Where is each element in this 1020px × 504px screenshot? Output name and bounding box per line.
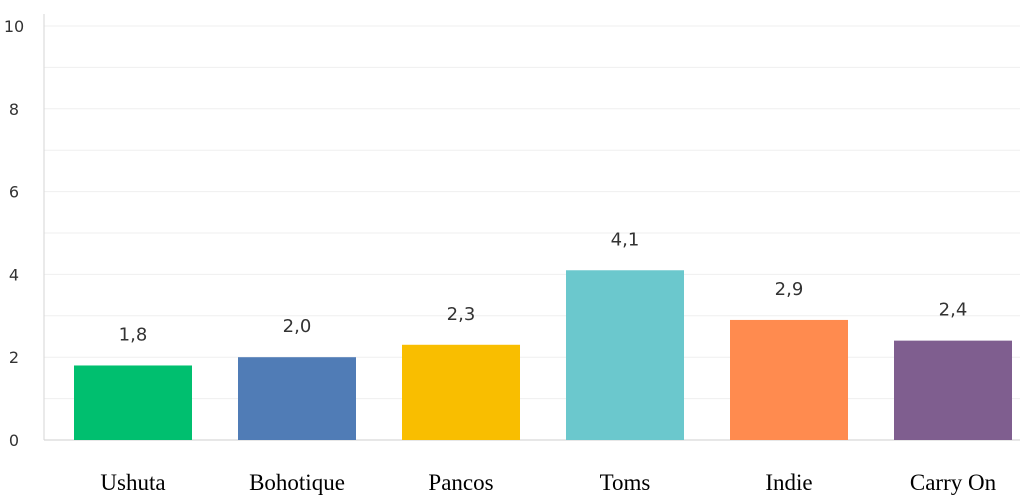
bar-carry-on xyxy=(894,340,1012,440)
category-label: Bohotique xyxy=(249,470,345,495)
gridlines xyxy=(44,25,1020,441)
data-label: 4,1 xyxy=(611,229,640,250)
y-tick-label: 0 xyxy=(9,431,19,450)
y-axis-ticks: 0 2 4 6 8 10 xyxy=(4,17,24,450)
bar-ushuta xyxy=(74,365,192,440)
category-label: Pancos xyxy=(428,470,493,495)
bar-pancos xyxy=(402,344,520,440)
bar-toms xyxy=(566,270,684,440)
y-tick-label: 2 xyxy=(9,348,19,367)
category-label: Indie xyxy=(765,470,812,495)
category-label: Carry On xyxy=(910,470,997,495)
y-tick-label: 6 xyxy=(9,183,19,202)
bar-indie xyxy=(730,319,848,440)
bar-bohotique xyxy=(238,357,356,440)
data-label: 2,0 xyxy=(283,316,312,337)
category-label: Toms xyxy=(600,470,651,495)
data-label: 2,4 xyxy=(939,300,968,321)
y-tick-label: 4 xyxy=(9,265,19,284)
data-label: 1,8 xyxy=(119,324,148,345)
data-labels: 1,8 2,0 2,3 4,1 2,9 2,4 xyxy=(119,229,968,345)
bars xyxy=(74,270,1012,440)
data-label: 2,9 xyxy=(775,279,804,300)
data-label: 2,3 xyxy=(447,304,476,325)
category-label: Ushuta xyxy=(100,470,165,495)
y-tick-label: 10 xyxy=(4,17,24,36)
x-axis-categories: Ushuta Bohotique Pancos Toms Indie Carry On xyxy=(100,470,996,495)
y-tick-label: 8 xyxy=(9,100,19,119)
